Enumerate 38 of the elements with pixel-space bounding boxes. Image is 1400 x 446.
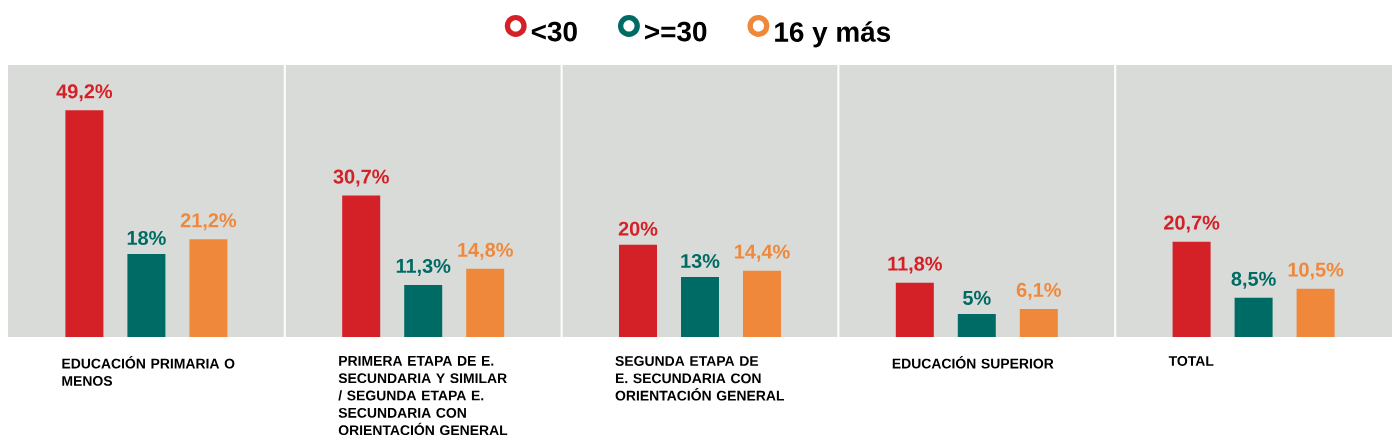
data-label: 13% [681,253,720,269]
bar [1234,297,1273,337]
data-label: 18% [127,230,166,246]
bar [466,268,505,337]
bar [1019,308,1058,337]
data-label: 21,2% [180,213,237,231]
data-label: 20,7% [1164,215,1220,233]
data-label: 14,4% [735,244,790,262]
data-label: 5% [963,290,991,305]
bar [681,277,719,337]
bar [127,254,166,337]
x-tick-label: EDUCACIÓN SUPERIOR [892,356,1054,369]
data-label: 30,7% [333,169,389,187]
bar [1172,241,1211,337]
bar [743,270,781,337]
x-tick-label: SEGUNDA ETAPA DE E. SECUNDARIA CON ORIENTACIÓN GENERAL [615,356,785,401]
data-label: 6,1% [1016,282,1061,300]
data-label: 20% [618,221,658,236]
bar [619,244,657,337]
bar [895,282,934,337]
data-label: 8,5% [1231,271,1276,289]
x-tick-label: TOTAL [1168,356,1214,366]
bar [1296,288,1335,337]
data-label: 11,8% [888,256,942,274]
bar [342,195,381,337]
legend-label: 16 y más [775,21,891,48]
legend-label: >=30 [645,21,707,42]
data-label: 11,3% [396,258,451,276]
x-tick-label: PRIMERA ETAPA DE E. SECUNDARIA Y SIMILAR / SEGUNDA ETAPA E. SECUNDARIA CON ORIENTACIÓN GENERAL [338,356,508,436]
data-label: 49,2% [56,84,113,102]
bar [189,239,228,337]
bar [957,313,996,337]
x-tick-label: EDUCACIÓN PRIMARIA O MENOS [62,356,235,386]
data-label: 14,8% [458,242,513,260]
bar [65,110,104,337]
data-label: 10,5% [1288,262,1344,280]
bar [404,284,443,337]
legend-label: <30 [531,21,577,42]
